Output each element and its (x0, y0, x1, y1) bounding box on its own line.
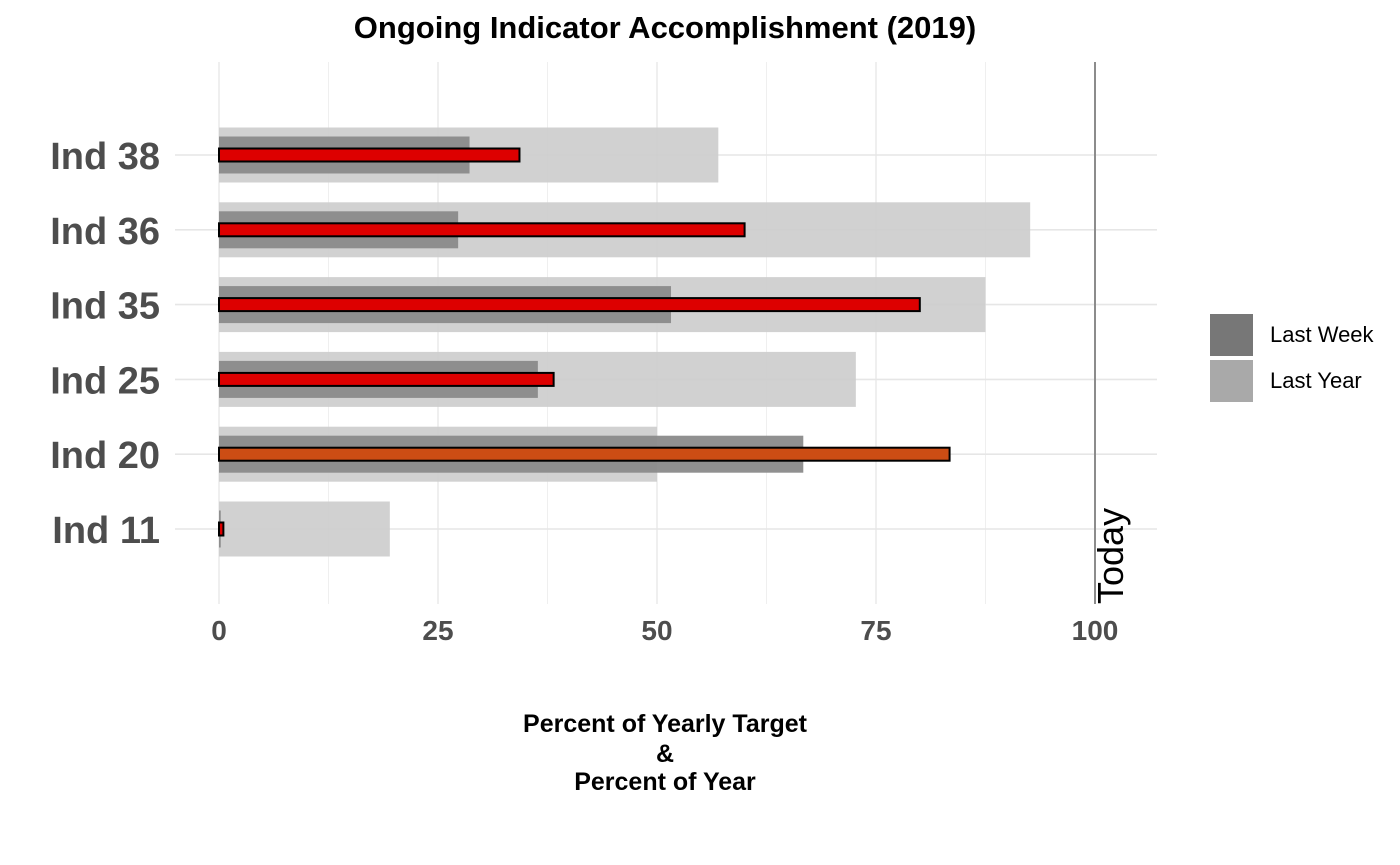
y-tick-label: Ind 35 (50, 286, 160, 328)
x-tick-label: 100 (1072, 615, 1119, 646)
legend-item-last-year: Last Year (1210, 358, 1374, 404)
legend-key-last-week (1210, 314, 1253, 356)
x-tick-label: 25 (422, 615, 453, 646)
y-tick-label: Ind 38 (50, 136, 160, 178)
today-label: Today (1090, 508, 1131, 604)
legend-label-last-year: Last Year (1270, 368, 1362, 393)
legend-key-last-year (1210, 360, 1253, 402)
bar-current (218, 222, 746, 238)
chart-title: Ongoing Indicator Accomplishment (2019) (353, 10, 977, 45)
x-axis-title-line-1: Percent of Yearly Target (523, 710, 807, 738)
bar-last-year (219, 501, 390, 557)
legend-label-last-week: Last Week (1270, 322, 1374, 347)
x-tick-label: 0 (211, 615, 227, 646)
x-axis-title-line-2: & (655, 740, 675, 768)
y-tick-label: Ind 36 (50, 211, 160, 253)
y-tick-label: Ind 20 (50, 435, 160, 477)
bar-current (218, 446, 951, 462)
x-axis-title-line-3: Percent of Year (574, 768, 756, 796)
bar-current (218, 521, 225, 537)
x-tick-label: 50 (641, 615, 672, 646)
legend-item-last-week: Last Week (1210, 312, 1374, 358)
bar-current (218, 371, 555, 387)
x-tick-label: 75 (860, 615, 891, 646)
bar-current (218, 147, 521, 163)
y-tick-label: Ind 11 (52, 510, 160, 552)
bar-current (218, 297, 921, 313)
y-tick-label: Ind 25 (50, 360, 160, 402)
legend: Last Week Last Year (1210, 312, 1374, 404)
